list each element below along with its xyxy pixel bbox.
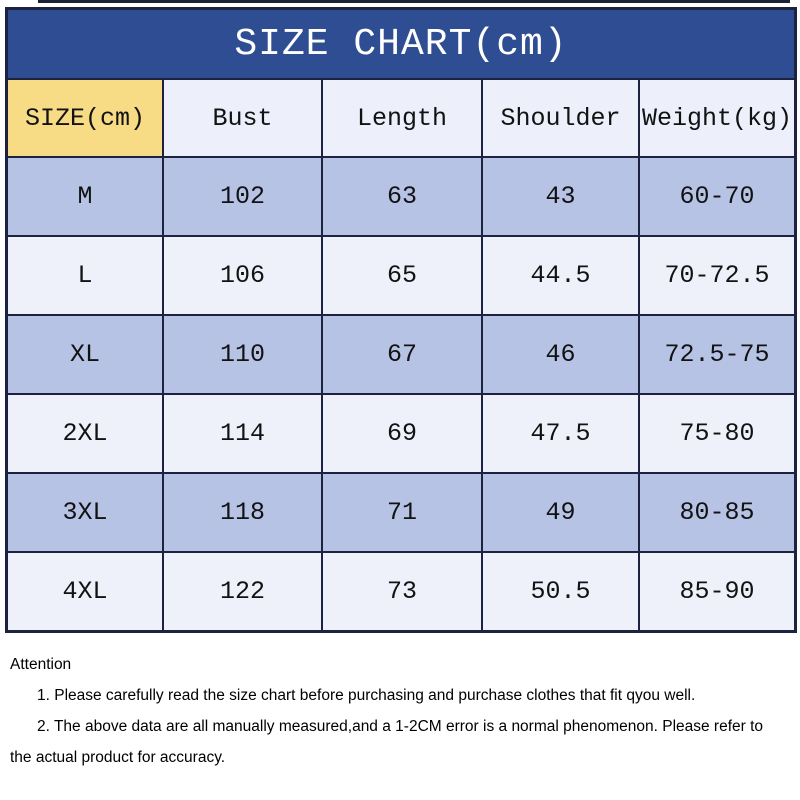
size-cell: M: [7, 157, 163, 236]
header-cell-weight: Weight(kg): [638, 79, 795, 157]
size-cell: 4XL: [7, 552, 163, 631]
shoulder-cell: 49: [481, 473, 639, 552]
shoulder-cell: 43: [481, 157, 639, 236]
weight-cell: 70-72.5: [638, 236, 795, 315]
size-chart-title: SIZE CHART(cm): [7, 9, 795, 79]
note-item-2: 2. The above data are all manually measu…: [10, 718, 764, 766]
header-cell-length: Length: [322, 79, 482, 157]
length-cell: 67: [322, 315, 482, 394]
weight-cell: 60-70: [638, 157, 795, 236]
attention-section: Attention 1. Please carefully read the s…: [10, 649, 788, 773]
bust-cell: 102: [163, 157, 322, 236]
length-cell: 63: [322, 157, 482, 236]
bust-cell: 110: [163, 315, 322, 394]
size-chart-table: SIZE CHART(cm) SIZE(cm) Bust Length Shou…: [5, 7, 797, 633]
length-cell: 69: [322, 394, 482, 473]
note-item-1: 1. Please carefully read the size chart …: [37, 687, 696, 704]
weight-cell: 72.5-75: [638, 315, 795, 394]
header-cell-shoulder: Shoulder: [481, 79, 639, 157]
length-cell: 73: [322, 552, 482, 631]
bust-cell: 106: [163, 236, 322, 315]
size-cell: 2XL: [7, 394, 163, 473]
weight-cell: 85-90: [638, 552, 795, 631]
header-cell-size: SIZE(cm): [7, 79, 163, 157]
size-cell: XL: [7, 315, 163, 394]
top-divider-line: [38, 0, 790, 3]
length-cell: 65: [322, 236, 482, 315]
size-cell: 3XL: [7, 473, 163, 552]
header-cell-bust: Bust: [163, 79, 322, 157]
size-cell: L: [7, 236, 163, 315]
shoulder-cell: 50.5: [481, 552, 639, 631]
weight-cell: 75-80: [638, 394, 795, 473]
weight-cell: 80-85: [638, 473, 795, 552]
bust-cell: 114: [163, 394, 322, 473]
shoulder-cell: 47.5: [481, 394, 639, 473]
attention-heading: Attention: [10, 656, 72, 673]
bust-cell: 118: [163, 473, 322, 552]
length-cell: 71: [322, 473, 482, 552]
shoulder-cell: 44.5: [481, 236, 639, 315]
shoulder-cell: 46: [481, 315, 639, 394]
bust-cell: 122: [163, 552, 322, 631]
